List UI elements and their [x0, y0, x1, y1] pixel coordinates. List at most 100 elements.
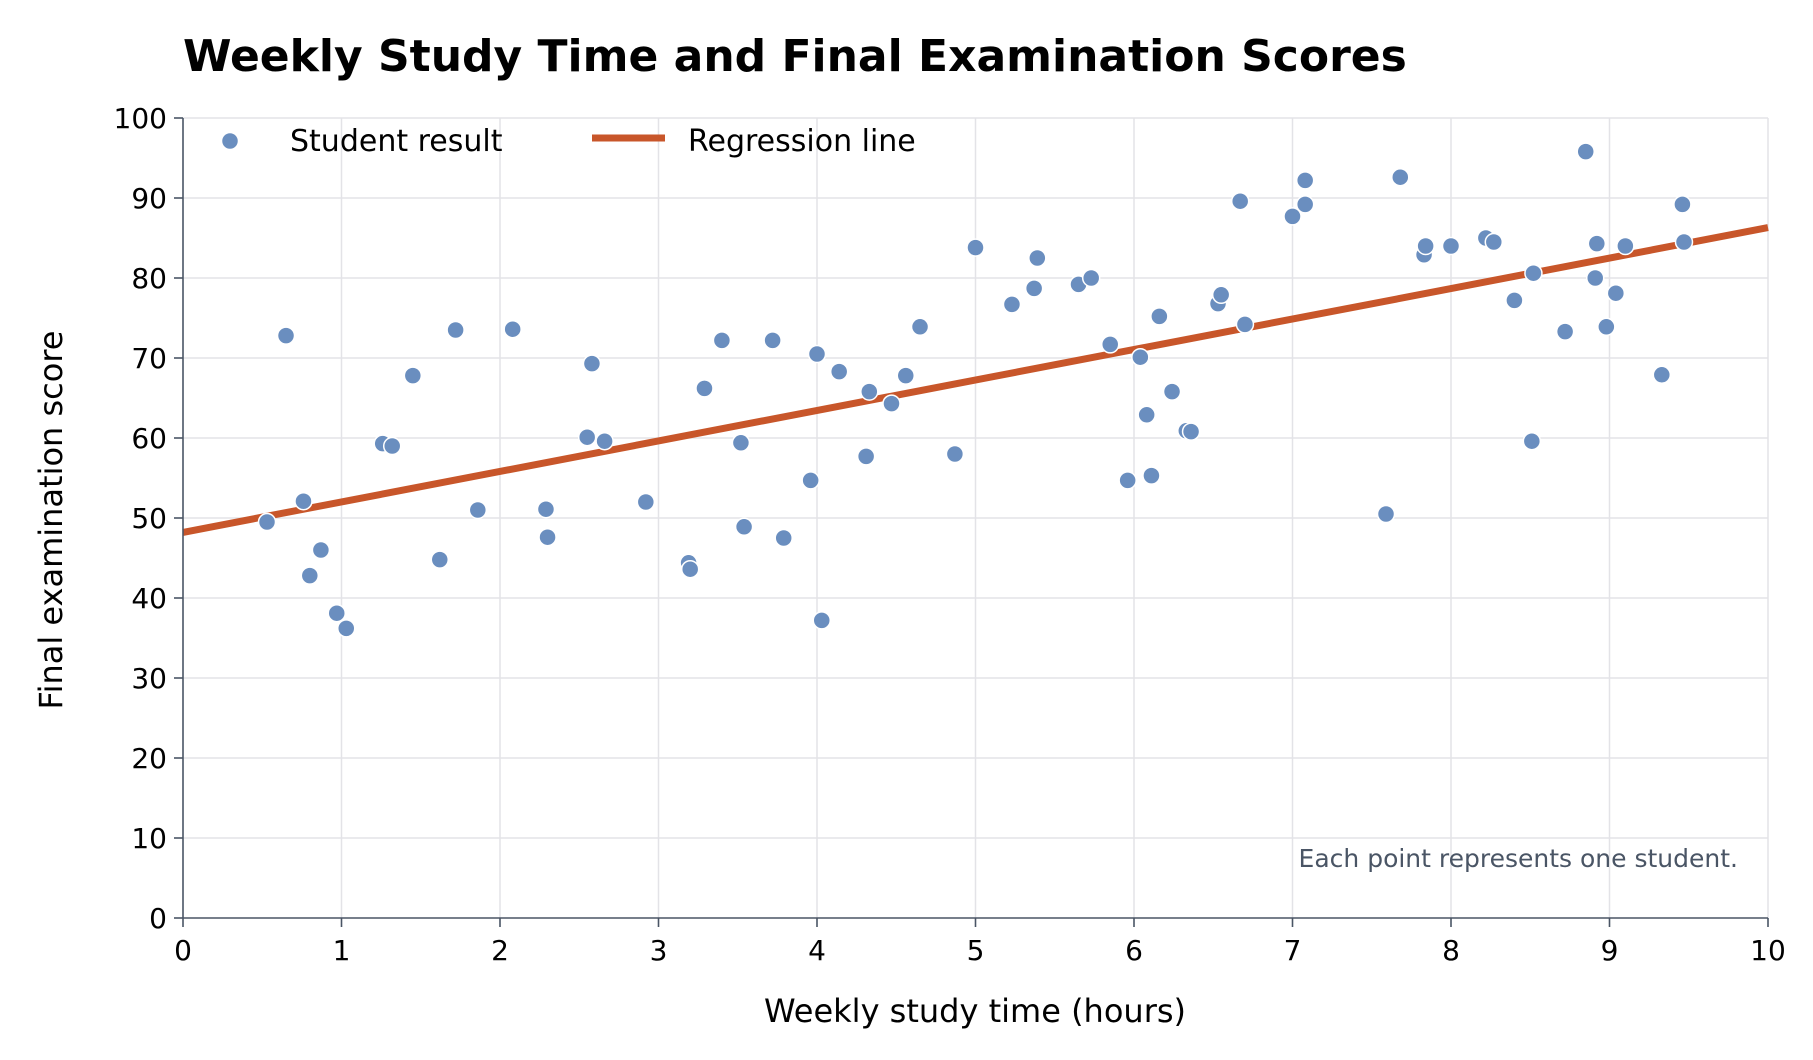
student-point: [1235, 315, 1255, 334]
x-tick-label: 6: [1125, 934, 1143, 967]
student-point: [945, 444, 965, 464]
student-point: [731, 433, 751, 453]
student-point: [1150, 307, 1169, 326]
student-point: [294, 491, 313, 511]
student-point: [1391, 167, 1410, 187]
student-point: [882, 394, 901, 413]
student-point: [403, 366, 423, 385]
student-point: [595, 431, 614, 451]
y-tick-label: 70: [131, 342, 167, 375]
student-point: [1181, 422, 1201, 441]
student-point: [966, 238, 985, 257]
student-point: [860, 382, 879, 401]
regression-line-layer: [182, 224, 1769, 536]
y-tick-label: 50: [131, 502, 167, 535]
student-point: [1587, 234, 1607, 253]
student-point: [1100, 335, 1120, 354]
student-point: [1576, 142, 1595, 161]
student-point: [327, 603, 346, 623]
y-tick-label: 60: [131, 422, 167, 455]
y-tick-label: 40: [131, 582, 167, 615]
y-tick-label: 0: [149, 902, 167, 935]
student-point: [1211, 285, 1231, 305]
student-point: [1142, 466, 1161, 485]
student-point: [582, 354, 602, 373]
student-point: [1295, 195, 1315, 214]
regression-line: [182, 224, 1769, 536]
y-tick-label: 30: [131, 662, 167, 695]
student-point: [680, 559, 700, 579]
chart-title: Weekly Study Time and Final Examination …: [183, 31, 1407, 82]
y-tick-label: 80: [131, 262, 167, 295]
student-point: [829, 362, 849, 381]
student-point: [712, 331, 732, 350]
student-point: [1441, 236, 1461, 256]
student-point: [636, 492, 656, 512]
student-point: [1484, 232, 1504, 252]
student-point: [1416, 236, 1435, 256]
legend: Student result Regression line: [220, 124, 916, 159]
x-tick-label: 1: [333, 934, 351, 967]
grid: [183, 117, 1769, 918]
student-point: [1002, 295, 1022, 314]
student-point: [1616, 236, 1635, 256]
student-point: [734, 517, 754, 537]
student-point: [763, 331, 782, 350]
student-point: [382, 436, 402, 456]
y-axis-label: Final examination score: [32, 331, 70, 710]
y-tick-label: 20: [131, 742, 167, 775]
student-point: [1028, 248, 1047, 268]
x-tick-label: 4: [808, 934, 826, 967]
student-point: [910, 317, 930, 337]
student-point: [300, 566, 320, 585]
x-tick-label: 9: [1601, 934, 1619, 967]
student-point: [1137, 405, 1156, 425]
chart-annotation: Each point represents one student.: [1299, 844, 1738, 873]
legend-marker-student-result: [220, 131, 240, 151]
student-point: [1524, 263, 1543, 283]
student-point: [801, 471, 820, 490]
x-tick-label: 8: [1442, 934, 1460, 967]
x-tick-label: 3: [650, 934, 668, 967]
student-point: [1376, 504, 1396, 524]
x-axis-label: Weekly study time (hours): [764, 992, 1186, 1030]
x-tick-label: 10: [1750, 934, 1786, 967]
student-point: [1555, 322, 1575, 341]
student-point: [536, 499, 556, 519]
student-point: [276, 326, 296, 345]
x-tick-label: 7: [1284, 934, 1302, 967]
student-point: [1162, 382, 1182, 401]
student-point: [774, 528, 793, 548]
student-point: [503, 319, 522, 339]
student-point: [257, 512, 277, 532]
legend-label-regression-line: Regression line: [688, 124, 916, 159]
x-tick-label: 5: [967, 934, 985, 967]
student-point: [896, 366, 916, 385]
x-tick-label: 0: [174, 934, 192, 967]
student-point: [1522, 431, 1542, 451]
student-point: [807, 344, 827, 364]
student-point: [577, 427, 597, 447]
student-point: [1597, 317, 1616, 337]
student-point: [1505, 291, 1524, 310]
student-point: [1230, 191, 1250, 211]
student-point: [311, 540, 331, 560]
student-point: [1081, 268, 1101, 288]
student-point: [856, 447, 876, 466]
student-point: [337, 619, 356, 638]
student-point: [1283, 207, 1302, 226]
legend-label-student-result: Student result: [290, 124, 503, 159]
x-tick-label: 2: [491, 934, 509, 967]
student-point: [468, 500, 488, 520]
student-point: [446, 320, 465, 340]
student-point: [1673, 195, 1692, 214]
y-tick-label: 90: [131, 182, 167, 215]
student-point: [1024, 279, 1044, 298]
student-point: [1652, 365, 1672, 385]
student-point: [1674, 232, 1694, 252]
y-tick-label: 100: [114, 102, 167, 135]
student-point: [1585, 268, 1605, 288]
y-tick-label: 10: [131, 822, 167, 855]
